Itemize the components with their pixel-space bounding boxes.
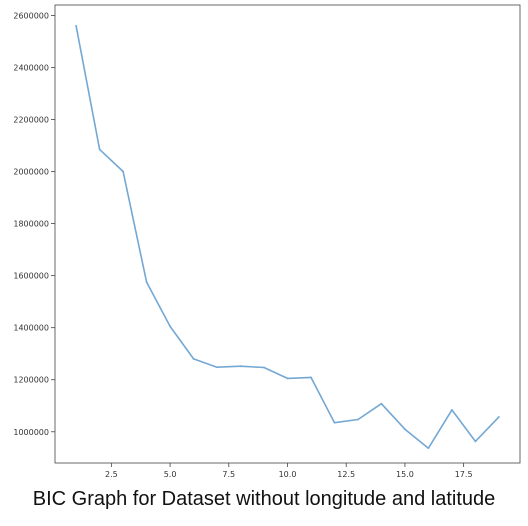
series-layer (75, 24, 500, 450)
y-tick-label: 1000000 (13, 428, 49, 437)
data-point (497, 416, 500, 418)
y-tick-label: 1400000 (13, 324, 49, 333)
x-tick-label: 15.0 (396, 470, 414, 479)
y-tick-label: 2000000 (13, 168, 49, 177)
data-point (450, 409, 453, 411)
data-point (98, 148, 101, 151)
data-point (333, 421, 336, 424)
x-tick-label: 5.0 (164, 470, 177, 479)
data-point (357, 418, 359, 421)
y-axis: 1000000 1200000 1400000 1600000 1800000 20000… (13, 11, 55, 437)
data-point (239, 365, 242, 368)
y-tick-label: 2200000 (13, 116, 49, 125)
data-point (169, 325, 171, 328)
figure-caption: BIC Graph for Dataset without longitude … (32, 488, 496, 510)
bic-series-line (75, 25, 500, 450)
x-tick-label: 10.0 (279, 470, 297, 479)
data-point (427, 447, 430, 450)
y-tick-label: 2600000 (13, 11, 49, 20)
data-point (145, 281, 148, 284)
data-point (263, 366, 265, 369)
data-point (380, 402, 383, 405)
x-tick-label: 7.5 (222, 470, 235, 479)
data-point (286, 377, 289, 380)
data-point (310, 376, 312, 379)
data-point (192, 358, 195, 360)
x-tick-label: 17.5 (455, 470, 473, 479)
y-tick-label: 1800000 (13, 220, 49, 229)
x-tick-label: 12.5 (337, 470, 355, 479)
y-tick-label: 2400000 (13, 63, 49, 72)
data-point (404, 428, 406, 431)
y-tick-label: 1200000 (13, 376, 49, 385)
y-tick-label: 1600000 (13, 272, 49, 281)
bic-line-chart: 1000000 1200000 1400000 1600000 1800000 20000… (13, 4, 521, 479)
x-axis: 2.5 5.0 7.5 10.0 12.5 15.0 17.5 (105, 463, 473, 479)
data-point (216, 366, 218, 369)
x-tick-label: 2.5 (105, 470, 118, 479)
data-point (75, 24, 78, 27)
data-point (474, 440, 477, 443)
plot-frame (54, 4, 521, 464)
data-point (122, 170, 125, 173)
